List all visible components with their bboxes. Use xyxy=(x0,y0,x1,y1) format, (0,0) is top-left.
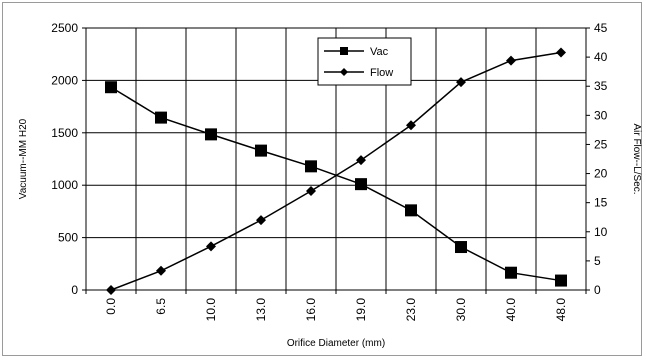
data-point-flow xyxy=(356,155,366,166)
y-tick-label: 1500 xyxy=(51,126,78,140)
series-group xyxy=(105,47,567,295)
data-point-vac xyxy=(155,111,167,124)
x-tick-label: 6.5 xyxy=(154,298,168,315)
axes xyxy=(85,27,587,291)
y2-tick-label: 25 xyxy=(594,137,608,151)
x-tick-label: 19.0 xyxy=(354,298,368,322)
data-point-flow xyxy=(206,241,216,252)
x-tick-label: 40.0 xyxy=(504,298,518,322)
y2-tick-label: 30 xyxy=(594,108,608,122)
x-tick-label: 16.0 xyxy=(304,298,318,322)
data-point-flow xyxy=(306,186,316,197)
legend-marker-vac xyxy=(340,47,348,55)
x-tick-label: 10.0 xyxy=(204,298,218,322)
y2-tick-label: 35 xyxy=(594,79,608,93)
data-point-flow xyxy=(406,120,416,131)
y2-tick-label: 15 xyxy=(594,196,608,210)
data-point-vac xyxy=(105,81,117,94)
legend-label-flow: Flow xyxy=(370,67,393,79)
data-point-flow xyxy=(556,47,566,58)
series-line-flow xyxy=(110,51,562,291)
x-axis-ticks: 0.0 6.5 10.0 13.0 16.0 19.0 23.0 30.0 40.0 48.0 xyxy=(104,298,568,322)
legend-marker-flow xyxy=(340,68,348,76)
x-tick-label: 23.0 xyxy=(404,298,418,322)
data-point-flow xyxy=(106,285,116,295)
x-tick-label: 48.0 xyxy=(554,298,568,322)
y-tick-label: 2500 xyxy=(51,21,78,35)
y-tick-label: 2000 xyxy=(51,73,78,87)
y-tick-label: 500 xyxy=(58,231,78,245)
legend-label-vac: Vac xyxy=(370,46,389,58)
data-point-flow xyxy=(456,77,466,88)
y2-tick-label: 5 xyxy=(594,254,601,268)
data-point-vac xyxy=(255,144,267,157)
data-point-vac xyxy=(505,266,517,279)
y2-tick-label: 20 xyxy=(594,167,608,181)
data-point-vac xyxy=(455,241,467,254)
data-point-flow xyxy=(256,215,266,226)
y2-axis-label: Air Flow--L/Sec. xyxy=(631,123,642,194)
legend: Vac Flow xyxy=(317,37,412,86)
y2-axis-ticks: 0 5 10 15 20 25 30 35 40 45 xyxy=(586,21,608,297)
x-axis-label: Orifice Diameter (mm) xyxy=(287,338,385,349)
y-axis-label: Vacuum--MM H20 xyxy=(18,118,29,199)
y-tick-label: 1000 xyxy=(51,178,78,192)
y2-tick-label: 0 xyxy=(594,283,601,297)
y-axis-ticks: 0 500 1000 1500 2000 2500 xyxy=(51,21,86,297)
data-point-flow xyxy=(506,55,516,66)
x-tick-label: 30.0 xyxy=(454,298,468,322)
y-tick-label: 0 xyxy=(71,283,78,297)
data-point-vac xyxy=(355,178,367,191)
data-point-vac xyxy=(405,204,417,217)
data-point-vac xyxy=(555,274,567,287)
plot-border xyxy=(85,27,587,291)
x-tick-label: 0.0 xyxy=(104,298,118,315)
data-point-vac xyxy=(305,160,317,173)
data-point-vac xyxy=(205,128,217,141)
y2-tick-label: 45 xyxy=(594,21,608,35)
legend-box xyxy=(317,37,412,86)
y2-tick-label: 10 xyxy=(594,225,608,239)
data-point-flow xyxy=(156,265,166,276)
y2-tick-label: 40 xyxy=(594,50,608,64)
x-tick-label: 13.0 xyxy=(254,298,268,322)
